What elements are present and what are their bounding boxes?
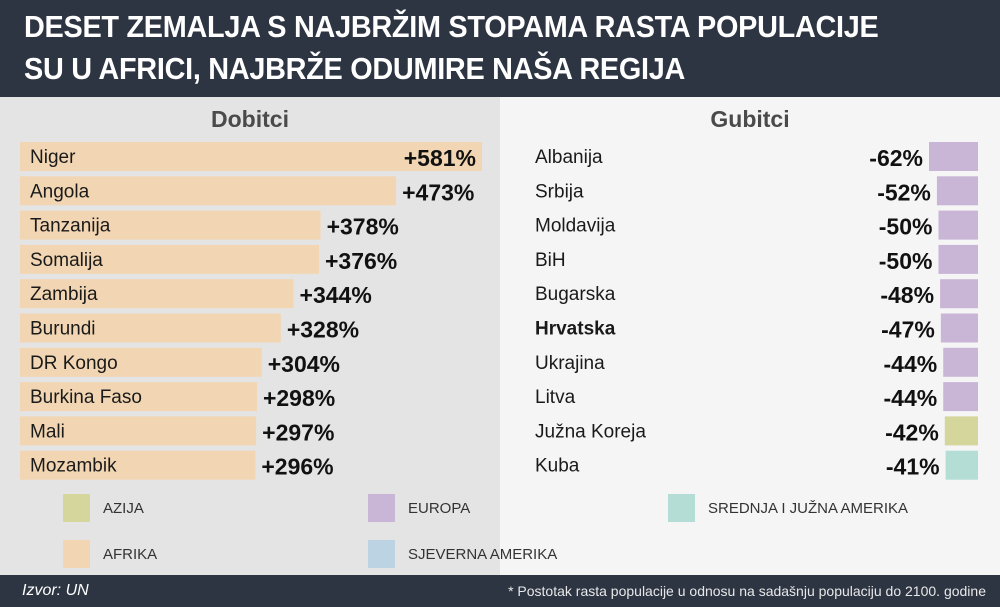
loss-bar bbox=[938, 210, 978, 240]
loss-value-label: -44% bbox=[884, 385, 938, 411]
loss-bar bbox=[944, 416, 978, 446]
loss-bar bbox=[929, 142, 978, 171]
gain-country-label: Burkina Faso bbox=[30, 387, 142, 408]
legend-label: AFRIKA bbox=[103, 546, 157, 563]
loss-value-label: -52% bbox=[877, 179, 931, 205]
gain-country-label: Niger bbox=[30, 147, 76, 168]
loss-bar bbox=[940, 313, 978, 343]
loss-bar bbox=[936, 176, 978, 206]
loss-country-label: Južna Koreja bbox=[535, 421, 646, 442]
loss-country-label: Ukrajina bbox=[535, 353, 605, 374]
gain-country-label: Tanzanija bbox=[30, 216, 111, 237]
loss-bar bbox=[943, 347, 978, 377]
gain-value-label: +296% bbox=[261, 454, 333, 480]
losses-header: Gubitci bbox=[710, 106, 789, 132]
gain-bar bbox=[20, 279, 294, 309]
gain-bar bbox=[20, 244, 319, 274]
loss-country-label: Srbija bbox=[535, 181, 584, 202]
gain-value-label: +297% bbox=[262, 419, 334, 445]
gain-bar bbox=[20, 416, 257, 446]
gain-bar bbox=[20, 450, 256, 480]
loss-country-label: Kuba bbox=[535, 456, 580, 477]
legend-swatch bbox=[368, 540, 395, 568]
legend-label: SJEVERNA AMERIKA bbox=[408, 546, 557, 563]
gain-bar bbox=[20, 176, 397, 206]
legend-swatch bbox=[668, 494, 695, 522]
gain-value-label: +473% bbox=[402, 179, 474, 205]
gain-country-label: Mali bbox=[30, 421, 65, 442]
loss-country-label: Litva bbox=[535, 387, 576, 408]
loss-value-label: -50% bbox=[879, 214, 933, 240]
legend-swatch bbox=[368, 494, 395, 522]
source-text: Izvor: UN bbox=[22, 582, 89, 599]
loss-value-label: -44% bbox=[884, 351, 938, 377]
footnote-text: * Postotak rasta populacije u odnosu na … bbox=[508, 583, 986, 599]
chart-area: Dobitci Gubitci Niger +581% Angola +473% Tanza… bbox=[0, 97, 1000, 575]
gain-bar bbox=[20, 313, 281, 343]
loss-country-label: BiH bbox=[535, 250, 566, 271]
gain-value-label: +304% bbox=[268, 351, 340, 377]
gain-bar bbox=[20, 142, 482, 171]
gain-country-label: Mozambik bbox=[30, 456, 117, 477]
gain-country-label: Somalija bbox=[30, 250, 103, 271]
gain-country-label: Zambija bbox=[30, 284, 98, 305]
legend-label: AZIJA bbox=[103, 500, 144, 517]
gain-bar bbox=[20, 210, 321, 240]
gain-bar bbox=[20, 382, 257, 412]
loss-value-label: -62% bbox=[869, 145, 923, 171]
gain-value-label: +328% bbox=[287, 317, 359, 343]
header: DESET ZEMALJA S NAJBRŽIM STOPAMA RASTA P… bbox=[0, 0, 1000, 97]
gain-country-label: Burundi bbox=[30, 319, 96, 340]
loss-bar bbox=[943, 382, 978, 412]
loss-bar bbox=[945, 450, 978, 480]
gain-value-label: +376% bbox=[325, 248, 397, 274]
gain-value-label: +298% bbox=[263, 385, 335, 411]
loss-country-label: Bugarska bbox=[535, 284, 616, 305]
gains-header: Dobitci bbox=[211, 106, 289, 132]
legend-label: SREDNJA I JUŽNA AMERIKA bbox=[708, 500, 908, 517]
loss-value-label: -42% bbox=[885, 419, 939, 445]
footer: Izvor: UN * Postotak rasta populacije u … bbox=[0, 575, 1000, 607]
gain-value-label: +581% bbox=[404, 145, 476, 171]
legend-label: EUROPA bbox=[408, 500, 470, 517]
loss-bar bbox=[940, 279, 978, 309]
gain-value-label: +344% bbox=[300, 282, 372, 308]
losses-panel bbox=[500, 97, 1000, 575]
loss-country-label: Moldavija bbox=[535, 216, 616, 237]
loss-value-label: -48% bbox=[880, 282, 934, 308]
gain-value-label: +378% bbox=[327, 214, 399, 240]
gain-country-label: Angola bbox=[30, 181, 90, 202]
loss-country-label: Albanija bbox=[535, 147, 603, 168]
gain-country-label: DR Kongo bbox=[30, 353, 118, 374]
chart-title: DESET ZEMALJA S NAJBRŽIM STOPAMA RASTA P… bbox=[24, 9, 879, 86]
loss-bar bbox=[938, 244, 978, 274]
chart-svg: Dobitci Gubitci Niger +581% Angola +473% Tanza… bbox=[20, 106, 978, 568]
loss-value-label: -50% bbox=[879, 248, 933, 274]
loss-value-label: -41% bbox=[886, 454, 940, 480]
legend-swatch bbox=[63, 540, 90, 568]
gain-bar bbox=[20, 347, 262, 377]
loss-value-label: -47% bbox=[881, 317, 935, 343]
legend-swatch bbox=[63, 494, 90, 522]
loss-country-label: Hrvatska bbox=[535, 319, 616, 340]
